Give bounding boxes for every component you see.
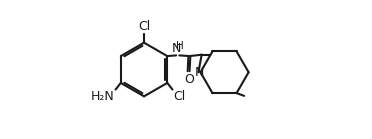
Text: Cl: Cl bbox=[173, 90, 185, 104]
Text: O: O bbox=[184, 73, 194, 86]
Text: N: N bbox=[172, 42, 182, 55]
Text: N: N bbox=[195, 66, 205, 79]
Text: H: H bbox=[176, 41, 184, 51]
Text: H₂N: H₂N bbox=[91, 90, 115, 104]
Text: Cl: Cl bbox=[138, 20, 150, 33]
